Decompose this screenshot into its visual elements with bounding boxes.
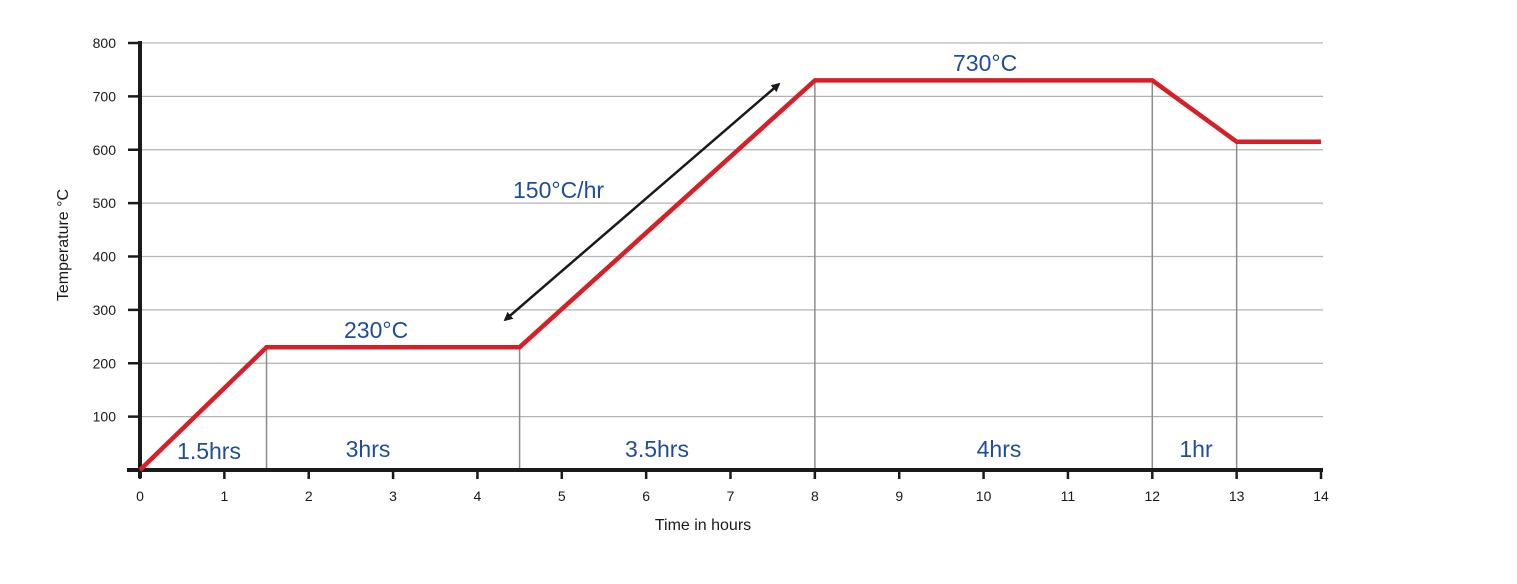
x-tick-label: 3 <box>389 488 397 504</box>
duration-label: 3.5hrs <box>625 436 689 462</box>
y-tick-label: 700 <box>93 88 117 104</box>
x-tick-label: 2 <box>305 488 313 504</box>
x-tick-label: 5 <box>558 488 566 504</box>
gridlines <box>140 42 1323 418</box>
series <box>138 78 1321 472</box>
x-tick-label: 13 <box>1229 488 1245 504</box>
y-tick-label: 200 <box>93 355 117 371</box>
y-tick-labels: 100 200 300 400 500 600 700 800 <box>93 35 117 425</box>
x-tick-label: 6 <box>642 488 650 504</box>
y-tick-label: 100 <box>93 409 117 425</box>
duration-label: 1.5hrs <box>177 438 241 464</box>
temperature-profile-line <box>138 78 1321 472</box>
x-tick-labels: 0 1 2 3 4 5 6 7 8 9 10 11 12 13 14 <box>136 488 1329 504</box>
axes <box>127 41 1323 479</box>
x-axis-title: Time in hours <box>655 517 751 534</box>
y-tick-label: 300 <box>93 302 117 318</box>
x-tick-label: 11 <box>1061 488 1076 504</box>
y-tick-label: 500 <box>93 195 117 211</box>
x-tick-label: 12 <box>1144 488 1160 504</box>
x-tick-label: 0 <box>136 488 144 504</box>
x-tick-label: 4 <box>474 488 482 504</box>
x-tick-label: 1 <box>220 488 228 504</box>
hold-temp-label-230: 230°C <box>344 317 408 343</box>
duration-label: 3hrs <box>346 436 391 462</box>
phase-boundary-lines <box>265 80 1238 470</box>
y-tick-label: 800 <box>93 35 117 51</box>
ramp-rate-label: 150°C/hr <box>513 177 604 203</box>
hold-temp-label-730: 730°C <box>953 50 1017 76</box>
duration-label: 1hr <box>1179 436 1213 462</box>
x-tick-label: 10 <box>976 488 992 504</box>
duration-label: 4hrs <box>977 436 1022 462</box>
x-tick-label: 8 <box>811 488 819 504</box>
x-tick-label: 14 <box>1313 488 1329 504</box>
ramp-rate-arrow <box>503 82 781 322</box>
y-tick-label: 600 <box>93 142 117 158</box>
x-tick-label: 7 <box>727 488 735 504</box>
y-tick-label: 400 <box>93 249 117 265</box>
x-tick-label: 9 <box>895 488 903 504</box>
y-axis-title: Temperature °C <box>55 189 72 301</box>
